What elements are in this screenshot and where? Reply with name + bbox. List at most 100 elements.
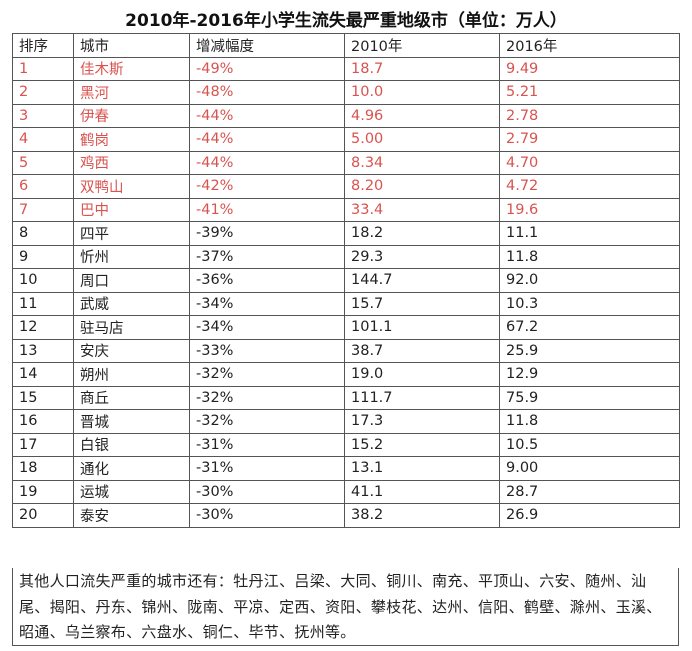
cell-change: -37%	[189, 244, 345, 269]
cell-rank: 19	[12, 479, 74, 504]
cell-change: -30%	[189, 503, 345, 528]
cell-2010: 15.2	[344, 432, 500, 457]
cell-city: 鸡西	[73, 150, 190, 175]
cell-city: 安庆	[73, 338, 190, 363]
footnote: 其他人口流失严重的城市还有：牡丹江、吕梁、大同、铜川、南充、平顶山、六安、随州、…	[12, 568, 679, 646]
cell-2010: 5.00	[344, 127, 500, 152]
cell-2016: 5.21	[499, 80, 680, 105]
cell-2016: 28.7	[499, 479, 680, 504]
cell-rank: 20	[12, 503, 74, 528]
cell-rank: 5	[12, 150, 74, 175]
cell-2016: 4.72	[499, 174, 680, 199]
cell-change: -32%	[189, 362, 345, 387]
cell-2016: 9.49	[499, 56, 680, 81]
header-change: 增减幅度	[189, 33, 345, 58]
cell-2010: 101.1	[344, 315, 500, 340]
cell-rank: 9	[12, 244, 74, 269]
table-row: 8 四平 -39% 18.2 11.1	[12, 221, 680, 246]
table-row: 20 泰安 -30% 38.2 26.9	[12, 503, 680, 528]
cell-change: -41%	[189, 197, 345, 222]
table-row: 18 通化 -31% 13.1 9.00	[12, 456, 680, 481]
cell-rank: 12	[12, 315, 74, 340]
cell-2010: 19.0	[344, 362, 500, 387]
table-row: 2 黑河 -48% 10.0 5.21	[12, 80, 680, 105]
header-city: 城市	[73, 33, 190, 58]
cell-city: 商丘	[73, 385, 190, 410]
table-row: 10 周口 -36% 144.7 92.0	[12, 268, 680, 293]
table-row: 17 白银 -31% 15.2 10.5	[12, 432, 680, 457]
cell-city: 朔州	[73, 362, 190, 387]
cell-2010: 10.0	[344, 80, 500, 105]
cell-2010: 41.1	[344, 479, 500, 504]
cell-city: 运城	[73, 479, 190, 504]
table-row: 19 运城 -30% 41.1 28.7	[12, 479, 680, 504]
header-rank: 排序	[12, 33, 74, 58]
cell-city: 佳木斯	[73, 56, 190, 81]
cell-2016: 10.5	[499, 432, 680, 457]
cell-rank: 11	[12, 291, 74, 316]
cell-2016: 2.79	[499, 127, 680, 152]
cell-2010: 144.7	[344, 268, 500, 293]
cell-2016: 10.3	[499, 291, 680, 316]
table-row: 16 晋城 -32% 17.3 11.8	[12, 409, 680, 434]
cell-change: -31%	[189, 432, 345, 457]
cell-2010: 15.7	[344, 291, 500, 316]
cell-city: 伊春	[73, 103, 190, 128]
cell-city: 通化	[73, 456, 190, 481]
table-row: 6 双鸭山 -42% 8.20 4.72	[12, 174, 680, 199]
cell-city: 鹤岗	[73, 127, 190, 152]
header-row: 排序 城市 增减幅度 2010年 2016年	[12, 33, 680, 58]
cell-rank: 2	[12, 80, 74, 105]
cell-2010: 4.96	[344, 103, 500, 128]
cell-2016: 75.9	[499, 385, 680, 410]
cell-city: 驻马店	[73, 315, 190, 340]
header-2016: 2016年	[499, 33, 680, 58]
cell-rank: 13	[12, 338, 74, 363]
cell-rank: 8	[12, 221, 74, 246]
cell-change: -34%	[189, 291, 345, 316]
table-row: 4 鹤岗 -44% 5.00 2.79	[12, 127, 680, 152]
cell-change: -33%	[189, 338, 345, 363]
cell-2016: 2.78	[499, 103, 680, 128]
table-title: 2010年-2016年小学生流失最严重地级市（单位：万人）	[125, 11, 567, 31]
cell-change: -34%	[189, 315, 345, 340]
cell-change: -48%	[189, 80, 345, 105]
cell-rank: 16	[12, 409, 74, 434]
cell-2010: 13.1	[344, 456, 500, 481]
cell-city: 泰安	[73, 503, 190, 528]
cell-2016: 4.70	[499, 150, 680, 175]
cell-2010: 17.3	[344, 409, 500, 434]
cell-change: -39%	[189, 221, 345, 246]
table-row: 7 巴中 -41% 33.4 19.6	[12, 197, 680, 222]
cell-rank: 7	[12, 197, 74, 222]
table-row: 11 武威 -34% 15.7 10.3	[12, 291, 680, 316]
cell-rank: 17	[12, 432, 74, 457]
table-row: 15 商丘 -32% 111.7 75.9	[12, 385, 680, 410]
cell-rank: 14	[12, 362, 74, 387]
cell-2010: 29.3	[344, 244, 500, 269]
cell-change: -44%	[189, 150, 345, 175]
cell-2010: 38.7	[344, 338, 500, 363]
cell-2016: 11.8	[499, 409, 680, 434]
table-row: 5 鸡西 -44% 8.34 4.70	[12, 150, 680, 175]
cell-2016: 25.9	[499, 338, 680, 363]
cell-2016: 12.9	[499, 362, 680, 387]
cell-2010: 18.2	[344, 221, 500, 246]
cell-city: 黑河	[73, 80, 190, 105]
cell-2016: 9.00	[499, 456, 680, 481]
cell-change: -32%	[189, 385, 345, 410]
table-row: 1 佳木斯 -49% 18.7 9.49	[12, 56, 680, 81]
cell-change: -31%	[189, 456, 345, 481]
cell-2016: 11.8	[499, 244, 680, 269]
cell-rank: 15	[12, 385, 74, 410]
table-body: 1 佳木斯 -49% 18.7 9.49 2 黑河 -48% 10.0 5.21 3 伊春 -44% 4.…	[12, 56, 680, 528]
cell-city: 巴中	[73, 197, 190, 222]
cell-2016: 67.2	[499, 315, 680, 340]
cell-city: 周口	[73, 268, 190, 293]
cell-change: -36%	[189, 268, 345, 293]
cell-2010: 8.34	[344, 150, 500, 175]
cell-rank: 1	[12, 56, 74, 81]
cell-change: -44%	[189, 127, 345, 152]
cell-change: -42%	[189, 174, 345, 199]
